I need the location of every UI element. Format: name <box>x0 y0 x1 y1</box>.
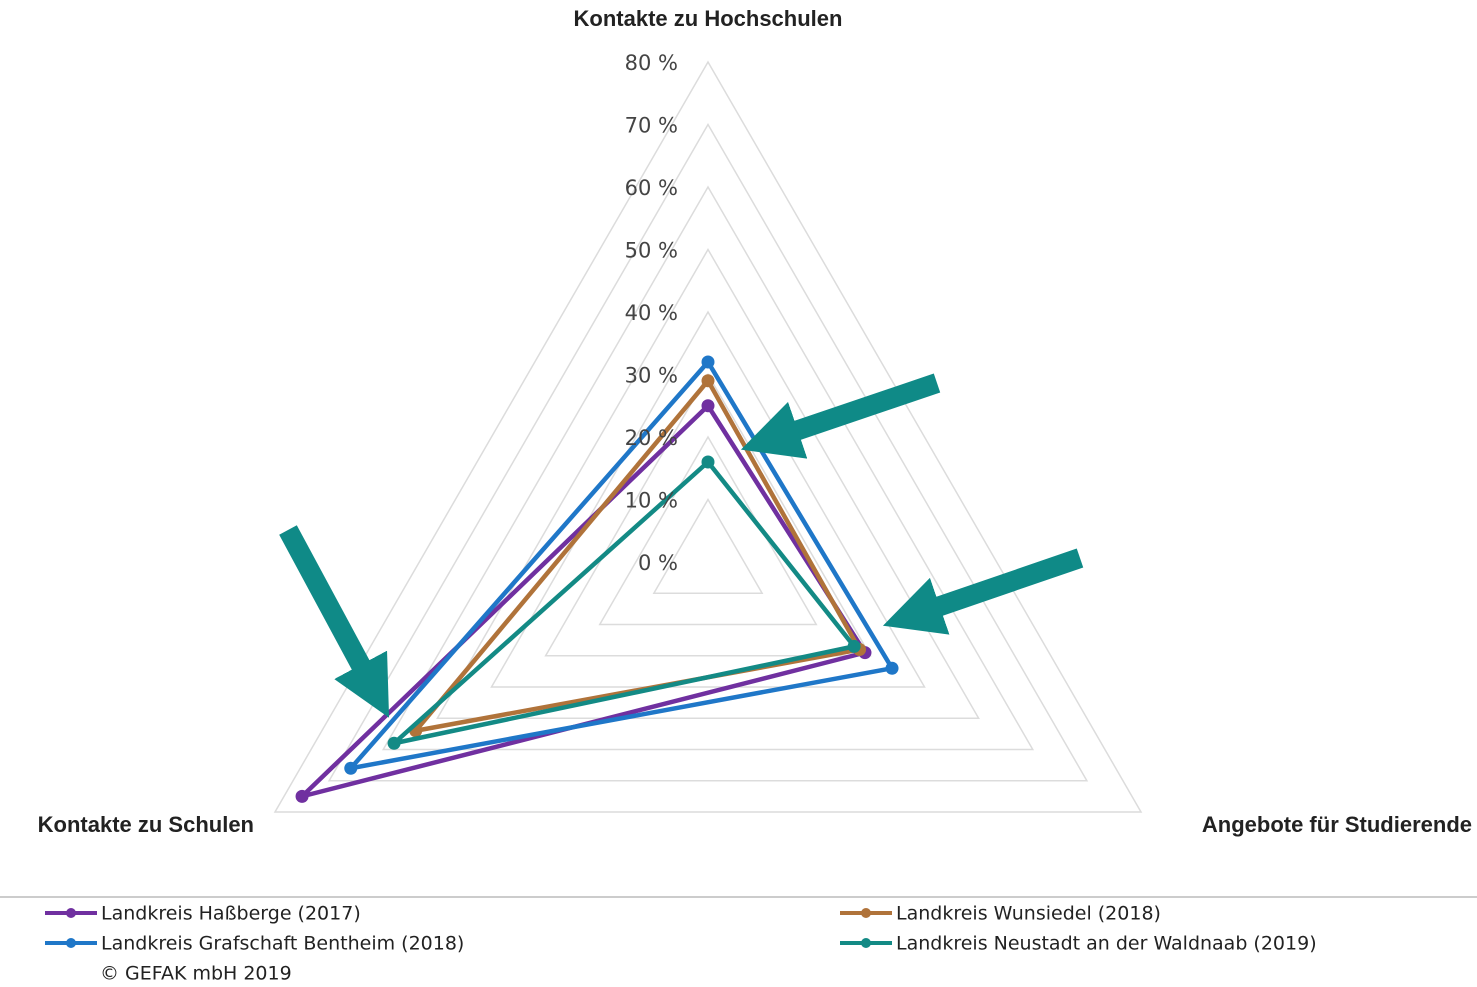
y-tick-label: 80 % <box>625 51 678 75</box>
point <box>701 399 715 413</box>
series-line <box>391 459 857 746</box>
point <box>387 736 401 750</box>
legend-swatch <box>66 938 76 948</box>
grid-ring <box>436 247 980 719</box>
point <box>295 789 309 803</box>
grid-ring <box>381 185 1035 751</box>
legend-label: Landkreis Grafschaft Bentheim (2018) <box>101 933 464 955</box>
axis-label: Kontakte zu Hochschulen <box>574 6 843 31</box>
source: © GEFAK mbH 2019 <box>100 963 292 985</box>
grid-ring <box>273 60 1143 813</box>
point <box>701 355 715 369</box>
arrows <box>279 373 1084 718</box>
legend-label: Landkreis Neustadt an der Waldnaab (2019… <box>896 933 1317 955</box>
arrow <box>279 525 390 718</box>
y-tick-label: 50 % <box>625 239 678 263</box>
point <box>701 374 715 388</box>
point <box>344 761 358 775</box>
y-tick-label: 70 % <box>625 114 678 138</box>
legend-label: Landkreis Wunsiedel (2018) <box>896 903 1161 925</box>
y-tick-label: 10 % <box>625 489 678 513</box>
series-line <box>348 359 895 771</box>
grid-ring <box>652 497 764 594</box>
point <box>847 639 861 653</box>
axis-label: Angebote für Studierende <box>1202 812 1472 837</box>
axis-label: Kontakte zu Schulen <box>38 812 254 837</box>
legend-swatch <box>861 908 871 918</box>
legend-swatch <box>861 938 871 948</box>
arrow <box>882 548 1084 635</box>
grid-ring <box>544 372 872 657</box>
y-tick-label: 20 % <box>625 426 678 450</box>
y-tick-label: 60 % <box>625 176 678 200</box>
y-tick-label: 30 % <box>625 364 678 388</box>
point <box>885 661 899 675</box>
y-tick-label: 40 % <box>625 301 678 325</box>
legend-swatch <box>66 908 76 918</box>
legend-label: Landkreis Haßberge (2017) <box>101 903 361 925</box>
point <box>701 455 715 469</box>
arrow <box>740 373 941 459</box>
grid-ring <box>490 310 926 688</box>
grid-ring <box>327 122 1089 782</box>
y-tick-label: 0 % <box>638 551 678 575</box>
